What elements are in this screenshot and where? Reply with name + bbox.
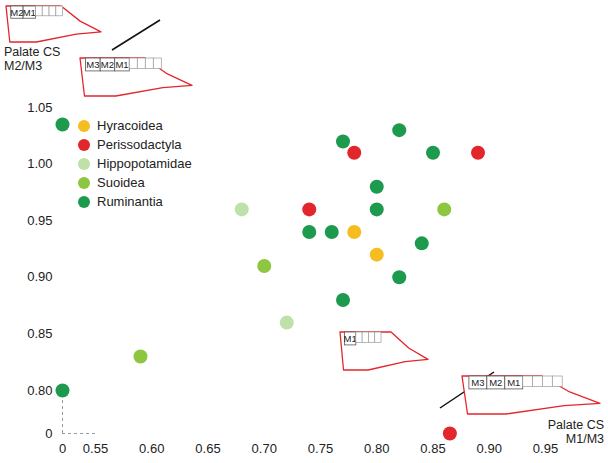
html-text:Suoidea: Suoidea (97, 175, 145, 190)
svg-text:0.55: 0.55 (83, 441, 108, 456)
html-text:Ruminantia: Ruminantia (97, 194, 163, 209)
svg-text:0.85: 0.85 (27, 326, 52, 341)
svg-text:0.85: 0.85 (420, 441, 445, 456)
svg-text:0.95: 0.95 (533, 441, 558, 456)
svg-text:0.70: 0.70 (252, 441, 277, 456)
svg-text:0.60: 0.60 (139, 441, 164, 456)
svg-text:M1: M1 (115, 59, 128, 70)
svg-text:M1: M1 (23, 7, 36, 18)
svg-text:M2: M2 (489, 377, 502, 388)
html-text:Perissodactyla: Perissodactyla (97, 137, 182, 152)
svg-text:0.65: 0.65 (195, 441, 220, 456)
svg-text:M2: M2 (10, 7, 23, 18)
svg-text:M3: M3 (471, 377, 484, 388)
svg-text:M1: M1 (344, 333, 357, 344)
svg-text:M3: M3 (86, 59, 99, 70)
html-text:Hippopotamidae: Hippopotamidae (97, 156, 192, 171)
svg-text:0: 0 (45, 426, 52, 441)
svg-text:M1: M1 (507, 377, 520, 388)
svg-text:1.00: 1.00 (27, 156, 52, 171)
svg-text:0.95: 0.95 (27, 213, 52, 228)
svg-text:M2: M2 (101, 59, 114, 70)
svg-text:Palate CS: Palate CS (548, 418, 604, 432)
svg-text:0.90: 0.90 (27, 269, 52, 284)
svg-text:M2/M3: M2/M3 (4, 59, 42, 73)
svg-text:0.90: 0.90 (477, 441, 502, 456)
svg-text:1.05: 1.05 (27, 100, 52, 115)
svg-text:Palate CS: Palate CS (4, 45, 60, 59)
svg-text:0.80: 0.80 (364, 441, 389, 456)
svg-text:M1/M3: M1/M3 (566, 432, 604, 446)
svg-text:0.75: 0.75 (308, 441, 333, 456)
svg-text:0: 0 (59, 441, 66, 456)
svg-text:0.80: 0.80 (27, 383, 52, 398)
html-text:Hyracoidea: Hyracoidea (97, 118, 163, 133)
